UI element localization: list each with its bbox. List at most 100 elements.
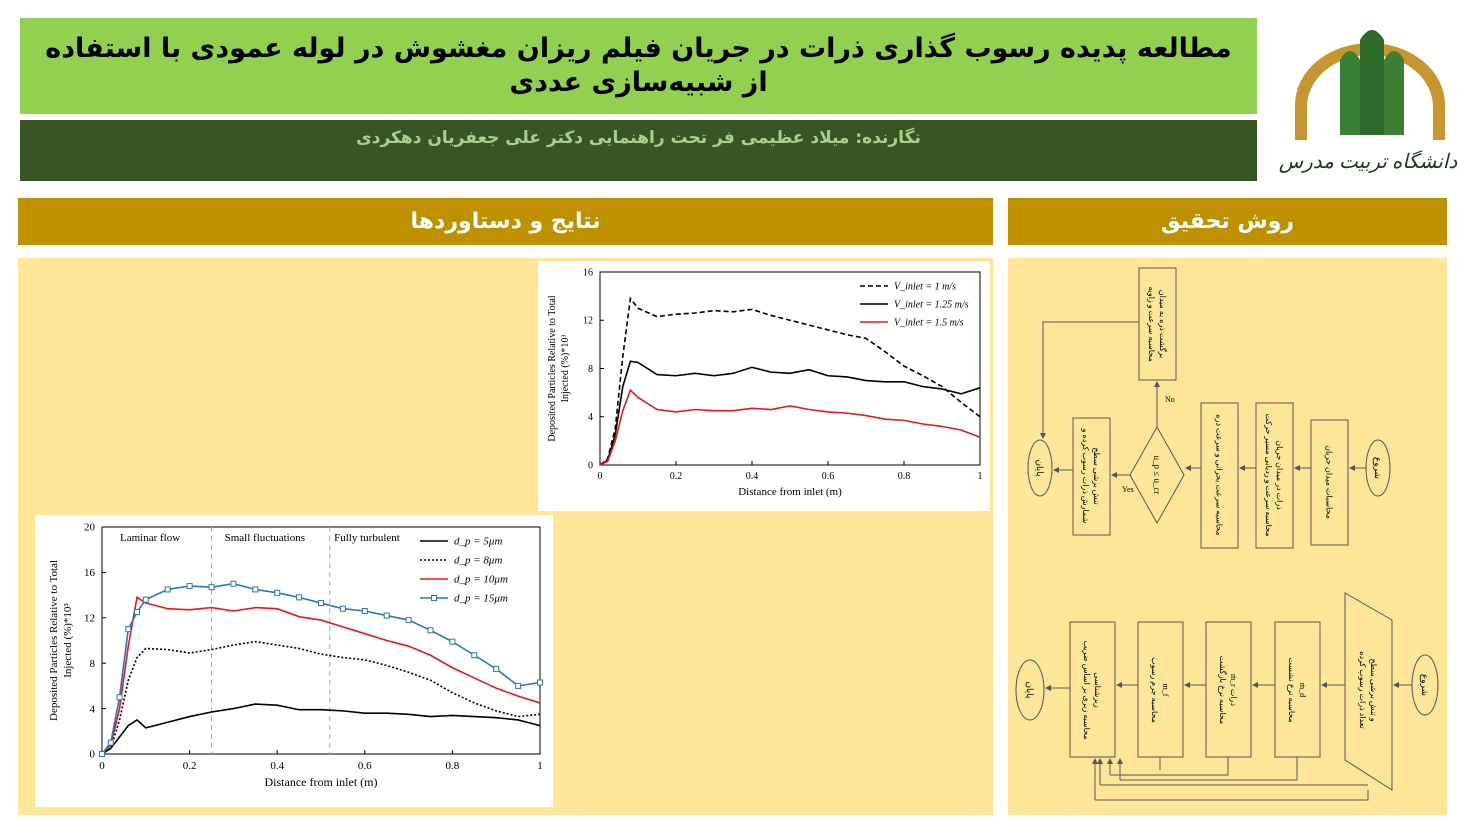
flow-node	[1274, 621, 1321, 758]
x-tick-label: 0.6	[822, 471, 835, 482]
series-marker	[493, 665, 500, 672]
flow-node	[1205, 621, 1252, 758]
chart-box	[538, 261, 990, 511]
flow-line	[1095, 790, 1369, 801]
series-marker	[296, 594, 303, 601]
legend-label: V_inlet = 1.25 m/s	[894, 299, 969, 310]
x-tick-label: 0.2	[670, 471, 683, 482]
flow-node	[1200, 402, 1239, 549]
node-text: محاسبه نرخ بازگشت	[1218, 656, 1228, 724]
series-marker	[208, 584, 215, 591]
chart-box	[35, 515, 553, 807]
flow-node	[1137, 621, 1184, 758]
series-line	[599, 296, 981, 466]
title: مطالعه پدیده رسوب گذاری ذرات در جریان فی…	[20, 18, 1257, 114]
node-text: شمارش ذرات رسوب کرده و	[1081, 428, 1090, 524]
node-text: محاسبه سرعت و ردیابی مسیر حرکت	[1264, 413, 1273, 536]
series-line	[599, 388, 981, 466]
series-marker	[99, 751, 105, 757]
series-marker	[361, 607, 368, 614]
series-marker	[274, 589, 281, 596]
node-text: پایان	[1034, 459, 1045, 477]
series-marker	[252, 586, 259, 593]
node-text: پایان	[1024, 681, 1035, 699]
y-axis-label: Deposited Particles Relative to Total	[48, 560, 60, 721]
section-title: نتایج و دستاوردها	[18, 198, 993, 245]
y-tick-label: 12	[583, 316, 593, 327]
x-tick-label: 0	[99, 760, 105, 772]
node-text: ṁ_d	[1298, 683, 1307, 697]
node-text: شروع	[1419, 674, 1430, 696]
series-marker	[186, 583, 193, 590]
series-marker	[116, 694, 123, 701]
flow-decision	[1129, 425, 1185, 525]
x-axis-label: Distance from inlet (m)	[265, 775, 378, 789]
legend-label: V_inlet = 1.5 m/s	[894, 317, 964, 328]
x-tick-label: 1	[978, 471, 983, 482]
x-axis-label: Distance from inlet (m)	[738, 486, 842, 498]
flow-line	[1110, 757, 1229, 776]
series-marker	[230, 580, 237, 587]
node-text: محاسبه جرم رسوب	[1150, 657, 1159, 723]
section-title: روش تحقیق	[1008, 198, 1447, 245]
y-tick-label: 0	[588, 460, 593, 471]
legend-label: d_p = 15μm	[454, 593, 508, 605]
node-text: u_p ≤ u_cr	[1152, 456, 1162, 495]
node-text: شروع	[1372, 457, 1383, 479]
y-axis-label: Deposited Particles Relative to Total	[547, 295, 558, 442]
flow-io	[1344, 592, 1393, 791]
series-line	[101, 596, 541, 755]
x-tick-label: 1	[537, 760, 543, 772]
annotation: Laminar flow	[120, 532, 180, 544]
flow-label: Yes	[1122, 485, 1134, 494]
series-marker	[125, 626, 132, 633]
node-text: محاسبه سرعت بحرانی و سرعت ذره	[1214, 414, 1223, 535]
series-line	[101, 640, 541, 755]
node-text: تنش برشی سطح	[1092, 447, 1101, 504]
flow-arrow	[1040, 321, 1139, 439]
x-tick-label: 0	[598, 471, 603, 482]
node-text: تعداد ذرات رسوب کرده	[1358, 651, 1367, 728]
y-tick-label: 12	[84, 612, 95, 624]
node-text: ذرات ṁ_r	[1229, 674, 1238, 707]
annotation: Fully turbulent	[334, 532, 400, 544]
flow-node	[1069, 621, 1116, 758]
x-tick-label: 0.4	[746, 471, 759, 482]
y-tick-label: 0	[90, 749, 96, 761]
y-axis-label: Injected (%)*10³	[62, 603, 74, 678]
logo: دانشگاه تربیت مدرس	[1279, 30, 1458, 173]
y-tick-label: 16	[84, 567, 96, 579]
y-tick-label: 8	[588, 364, 593, 375]
series-marker	[383, 612, 390, 619]
logo-text: دانشگاه تربیت مدرس	[1279, 150, 1458, 173]
y-tick-label: 4	[588, 412, 593, 423]
flow-node	[1138, 267, 1177, 381]
flow-line	[1120, 757, 1298, 781]
legend-marker	[431, 595, 437, 601]
series-marker	[537, 679, 543, 686]
series-marker	[134, 609, 141, 616]
series-marker	[471, 652, 478, 659]
series-marker	[142, 596, 149, 603]
node-text: محاسبه سرعت و زاویه	[1147, 286, 1156, 361]
y-tick-label: 4	[90, 703, 96, 715]
flow-node	[1255, 402, 1294, 549]
series-marker	[318, 600, 324, 607]
series-marker	[107, 739, 114, 746]
flow-terminal	[1027, 439, 1053, 497]
x-tick-label: 0.6	[358, 760, 372, 772]
x-tick-label: 0.2	[183, 760, 197, 772]
flow-label: No	[1165, 395, 1175, 404]
series-line	[599, 360, 981, 466]
legend-label: d_p = 10μm	[454, 574, 508, 586]
flow-node	[1072, 417, 1111, 536]
node-text: محاسبه نرخ نشست	[1287, 657, 1296, 722]
plot-frame	[101, 526, 541, 755]
legend-label: d_p = 8μm	[454, 555, 502, 567]
node-text: محاسبه زبری بر اساس ضریب	[1082, 640, 1091, 739]
series-marker	[164, 586, 171, 593]
node-text: ذرات در میدان جریان	[1275, 440, 1284, 510]
x-tick-label: 0.8	[898, 471, 911, 482]
